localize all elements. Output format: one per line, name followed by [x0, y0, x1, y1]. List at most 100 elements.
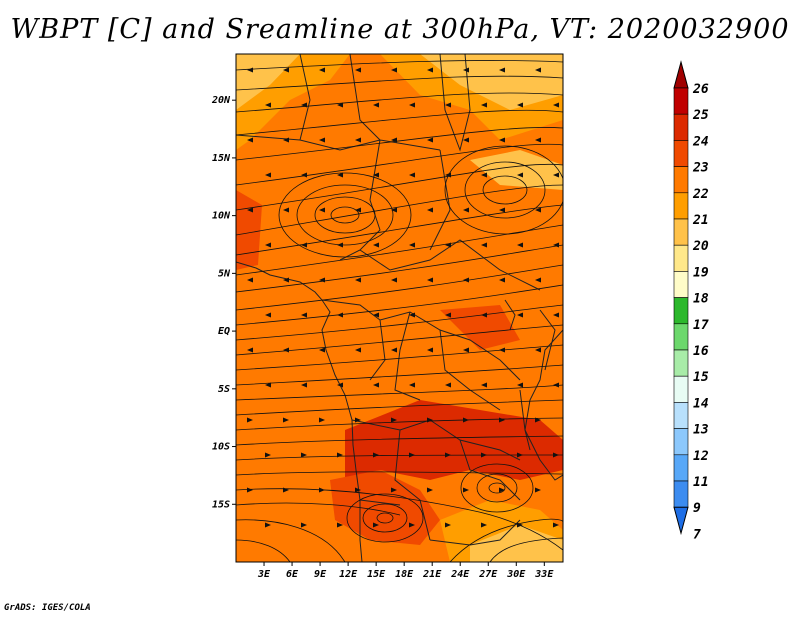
streamline-arrowhead: [535, 347, 541, 353]
streamline-arrowhead: [427, 417, 433, 423]
border-lines-north: [236, 54, 541, 291]
lon-tick-label: 21E: [422, 569, 442, 580]
vortex-ring: [376, 512, 394, 524]
streamline-arrowhead: [499, 417, 505, 423]
latitude-axis: 20N 15N 10N 5N EQ 5S 10S 15S: [211, 95, 236, 510]
colorbar-swatch: [673, 349, 689, 377]
lon-tick-label: 12E: [339, 569, 358, 580]
vortex-ring: [476, 473, 518, 503]
streamline-arrowhead: [283, 487, 289, 493]
streamline-arrowhead: [373, 102, 379, 108]
streamline-arrowhead: [373, 382, 379, 388]
streamline: [236, 519, 346, 562]
streamline-arrowhead: [319, 67, 325, 73]
wbpt-patch-southeast-pale: [470, 525, 563, 562]
streamline: [236, 163, 563, 211]
colorbar-label: 15: [693, 370, 709, 385]
wbpt-patch-northeast-pale: [420, 54, 563, 110]
streamline-arrowhead: [337, 312, 343, 318]
streamline-arrowhead: [463, 277, 469, 283]
streamline: [236, 244, 563, 293]
streamline-arrowhead: [391, 137, 397, 143]
streamline-arrowhead: [553, 382, 559, 388]
lat-tick-label: EQ: [218, 326, 230, 337]
streamline-arrowhead: [265, 452, 271, 458]
streamline-arrowhead: [355, 487, 361, 493]
wbpt-patch-equator-warm: [440, 305, 520, 350]
streamline-arrowhead: [301, 522, 307, 528]
colorbar-label: 11: [693, 475, 709, 490]
vortex-ring: [330, 206, 360, 224]
streamline-arrowhead: [301, 102, 307, 108]
streamline-arrowhead: [535, 277, 541, 283]
streamline: [236, 399, 563, 416]
vortex-ring: [482, 175, 528, 205]
streamline-arrowhead: [445, 102, 451, 108]
colorbar-swatch: [673, 244, 689, 272]
streamline-arrowhead: [373, 172, 379, 178]
colorbar-label: 7: [693, 527, 701, 542]
colorbar-label: 26: [692, 82, 709, 97]
streamline-arrowhead: [391, 487, 397, 493]
streamline-arrowhead: [247, 277, 253, 283]
streamline-arrowhead: [355, 417, 361, 423]
lon-tick-label: 3E: [257, 569, 271, 580]
streamline-arrowhead: [247, 487, 253, 493]
streamline: [236, 60, 563, 71]
coastlines-borders: [236, 54, 563, 562]
streamline-arrowhead: [445, 382, 451, 388]
colorbar-swatch: [673, 323, 689, 351]
streamline: [236, 224, 563, 276]
colorbar-swatch: [673, 113, 689, 141]
streamline-arrowhead: [553, 172, 559, 178]
streamline-arrowhead: [463, 137, 469, 143]
streamline-arrowhead: [409, 172, 415, 178]
streamline: [236, 539, 291, 562]
streamline-arrowhead: [427, 277, 433, 283]
streamline-arrowhead: [265, 172, 271, 178]
streamline-arrowhead: [265, 102, 271, 108]
streamline-arrowhead: [319, 487, 325, 493]
vortex-ring: [296, 184, 394, 246]
africa-coastline: [236, 261, 363, 562]
streamline: [236, 304, 563, 341]
colorbar-swatch: [673, 192, 689, 220]
border-lines-central: [321, 299, 521, 411]
streamline: [236, 384, 563, 401]
streamline-arrowhead: [445, 312, 451, 318]
lat-tick-label: 15S: [212, 499, 230, 510]
streamline-arrowhead: [247, 207, 253, 213]
streamline-arrowhead: [553, 452, 559, 458]
streamline-arrowhead: [373, 242, 379, 248]
streamline-arrowhead: [499, 207, 505, 213]
lat-tick-label: 5N: [218, 268, 231, 279]
grads-credit: GrADS: IGES/COLA: [4, 603, 91, 613]
map-title: WBPT [C] and Sreamline at 300hPa, VT: 20…: [10, 14, 790, 45]
streamline-arrowhead: [265, 242, 271, 248]
streamline-arrowhead: [481, 312, 487, 318]
streamline-arrowhead: [553, 102, 559, 108]
streamline: [236, 344, 563, 371]
streamlines: [236, 60, 563, 562]
wbpt-patch-east-pale: [470, 150, 563, 190]
streamline-arrowhead: [391, 347, 397, 353]
colorbar-label: 22: [692, 187, 709, 202]
streamline-arrowhead: [535, 417, 541, 423]
vortex-ring: [444, 145, 563, 235]
streamline-arrows: [247, 67, 559, 528]
streamline: [236, 109, 563, 136]
streamline-arrowhead: [427, 207, 433, 213]
streamline-arrowhead: [463, 417, 469, 423]
colorbar-label: 19: [693, 265, 709, 280]
lat-tick-label: 10N: [212, 211, 231, 222]
streamline-arrowhead: [319, 277, 325, 283]
streamline-arrowhead: [481, 522, 487, 528]
streamline-arrowhead: [355, 207, 361, 213]
colorbar-label: 13: [693, 423, 709, 438]
streamline-arrowhead: [517, 102, 523, 108]
streamline-arrowhead: [391, 67, 397, 73]
streamline: [236, 75, 563, 91]
streamline-arrowhead: [301, 382, 307, 388]
map-frame: [235, 53, 564, 563]
